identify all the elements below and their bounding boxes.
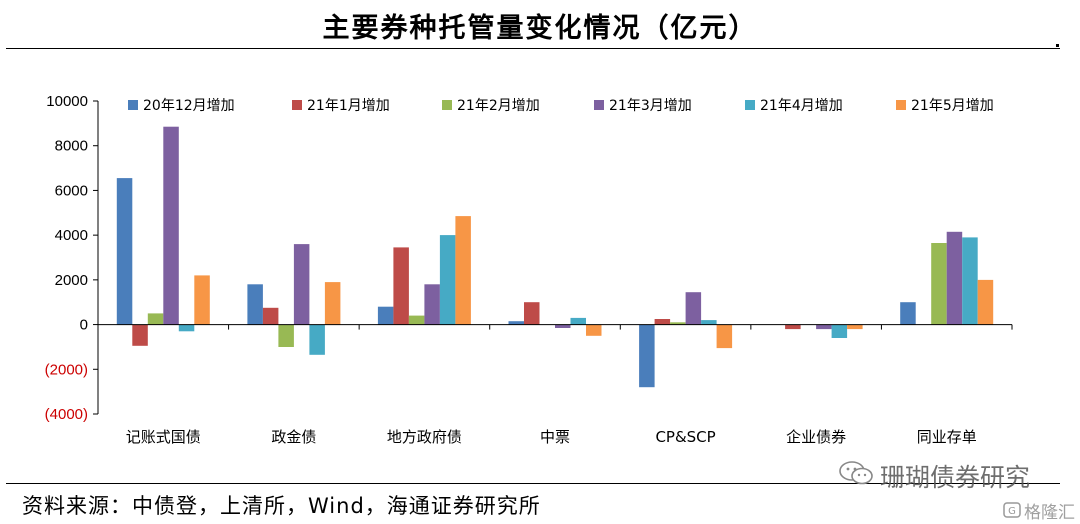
bar bbox=[847, 324, 863, 330]
legend-label: 21年5月增加 bbox=[911, 98, 994, 114]
y-tick-label: (4000) bbox=[45, 406, 88, 423]
bar bbox=[178, 324, 195, 332]
y-tick-label: 10000 bbox=[46, 93, 88, 110]
gelonghui-logo-icon: G bbox=[1003, 502, 1021, 518]
legend-label: 21年3月增加 bbox=[609, 98, 692, 114]
x-tick-label: 企业债券 bbox=[786, 428, 846, 446]
legend-label: 21年4月增加 bbox=[760, 98, 843, 114]
legend-swatch bbox=[745, 100, 755, 110]
bar bbox=[293, 244, 310, 325]
bar bbox=[524, 302, 540, 325]
legend-label: 21年2月增加 bbox=[457, 98, 540, 114]
bar bbox=[570, 317, 586, 325]
y-tick-label: 4000 bbox=[55, 227, 88, 244]
bar bbox=[132, 324, 148, 346]
legend-swatch bbox=[594, 100, 604, 110]
y-tick-label: 6000 bbox=[55, 182, 88, 199]
bar bbox=[324, 282, 341, 325]
x-tick-label: 政金债 bbox=[271, 428, 316, 446]
watermark-secondary: 格隆汇 bbox=[1024, 503, 1075, 523]
bar bbox=[393, 247, 409, 325]
wechat-icon bbox=[839, 461, 873, 485]
bar bbox=[309, 324, 325, 355]
bar bbox=[639, 324, 655, 388]
svg-text:G: G bbox=[1008, 506, 1016, 517]
bar bbox=[408, 315, 425, 325]
bar bbox=[701, 320, 717, 325]
x-tick-label: 同业存单 bbox=[917, 428, 977, 446]
bar bbox=[654, 319, 671, 325]
bar bbox=[685, 292, 702, 325]
bar bbox=[555, 324, 571, 328]
legend-swatch bbox=[896, 100, 906, 110]
legend-label: 20年12月增加 bbox=[143, 98, 235, 114]
y-tick-label: 8000 bbox=[55, 138, 88, 155]
bar bbox=[163, 126, 179, 325]
x-tick-label: 中票 bbox=[540, 428, 570, 446]
title-divider-mark bbox=[1056, 44, 1059, 47]
chart-title: 主要券种托管量变化情况（亿元） bbox=[322, 13, 758, 44]
bar bbox=[455, 216, 471, 325]
source-note: 资料来源：中债登，上清所，Wind，海通证券研究所 bbox=[22, 494, 541, 518]
legend-swatch bbox=[292, 100, 302, 110]
bar bbox=[946, 231, 963, 325]
bar bbox=[147, 313, 164, 325]
bar bbox=[424, 284, 440, 325]
bar bbox=[116, 178, 133, 325]
source-divider bbox=[6, 483, 1060, 484]
bar bbox=[247, 284, 263, 325]
legend-swatch bbox=[442, 100, 452, 110]
bar bbox=[962, 237, 978, 325]
bar bbox=[931, 243, 947, 325]
y-tick-label: 0 bbox=[80, 317, 88, 334]
x-tick-label: 记账式国债 bbox=[126, 428, 201, 446]
bar bbox=[586, 324, 602, 336]
x-tick-label: 地方政府债 bbox=[387, 428, 462, 446]
bar bbox=[716, 324, 733, 349]
y-tick-label: 2000 bbox=[55, 272, 88, 289]
legend-swatch bbox=[128, 100, 138, 110]
bar bbox=[831, 324, 848, 338]
bar bbox=[977, 279, 994, 325]
bar bbox=[670, 322, 686, 325]
bar bbox=[377, 306, 394, 325]
bar bbox=[439, 235, 456, 325]
y-tick-label: (2000) bbox=[45, 361, 88, 378]
bar bbox=[785, 324, 801, 330]
bar bbox=[508, 321, 524, 325]
x-tick-label: CP&SCP bbox=[655, 428, 715, 446]
bar bbox=[278, 324, 294, 347]
title-divider bbox=[6, 48, 1060, 49]
bar bbox=[262, 307, 279, 325]
watermark-text: 珊瑚债券研究 bbox=[880, 463, 1031, 492]
bar bbox=[900, 302, 916, 325]
legend-label: 21年1月增加 bbox=[307, 98, 390, 114]
bar bbox=[816, 324, 832, 330]
bar bbox=[194, 275, 210, 325]
